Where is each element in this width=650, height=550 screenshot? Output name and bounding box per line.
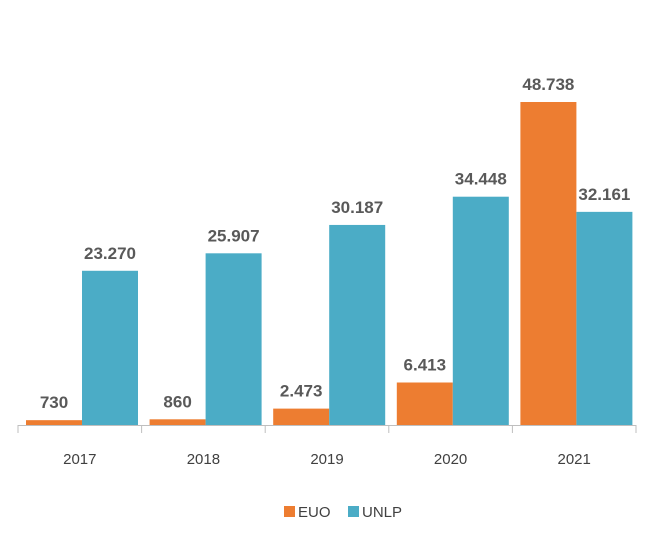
bar-unlp-2017 [82,270,138,425]
bar-euo-2020 [396,382,453,425]
bar-unlp-2018 [205,253,262,425]
x-tick-label-2021: 2021 [558,451,591,468]
value-label-unlp-2017: 23.270 [84,244,136,263]
bar-euo-2017 [26,420,82,425]
value-label-unlp-2018: 25.907 [208,226,260,245]
legend-label-unlp: UNLP [362,504,402,521]
x-tick-label-2020: 2020 [434,451,467,468]
bar-unlp-2019 [329,224,386,425]
value-label-euo-2021: 48.738 [522,75,574,94]
bar-unlp-2021 [576,211,633,425]
x-tick-label-2019: 2019 [310,451,343,468]
bars-group [26,102,633,425]
value-label-euo-2020: 6.413 [404,355,447,374]
value-label-euo-2018: 860 [163,392,191,411]
value-label-euo-2017: 730 [40,393,68,412]
legend: EUO UNLP [284,504,402,521]
value-label-unlp-2020: 34.448 [455,170,507,189]
x-tick-label-2018: 2018 [187,451,220,468]
value-label-unlp-2019: 30.187 [331,198,383,217]
x-tick-label-2017: 2017 [63,451,96,468]
value-label-euo-2019: 2.473 [280,382,323,401]
legend-swatch-euo [284,506,295,517]
value-label-unlp-2021: 32.161 [578,185,630,204]
bar-euo-2019 [273,408,330,425]
bar-euo-2018 [149,419,206,425]
value-labels-group: 730 23.270 860 25.907 2.473 30.187 6.413 34.448… [40,75,631,412]
x-axis-ticks-group: 2017 2018 2019 2020 2021 [17,425,637,468]
legend-swatch-unlp [348,506,359,517]
legend-label-euo: EUO [298,504,331,521]
bar-unlp-2020 [452,196,509,425]
bar-euo-2021 [520,102,577,425]
